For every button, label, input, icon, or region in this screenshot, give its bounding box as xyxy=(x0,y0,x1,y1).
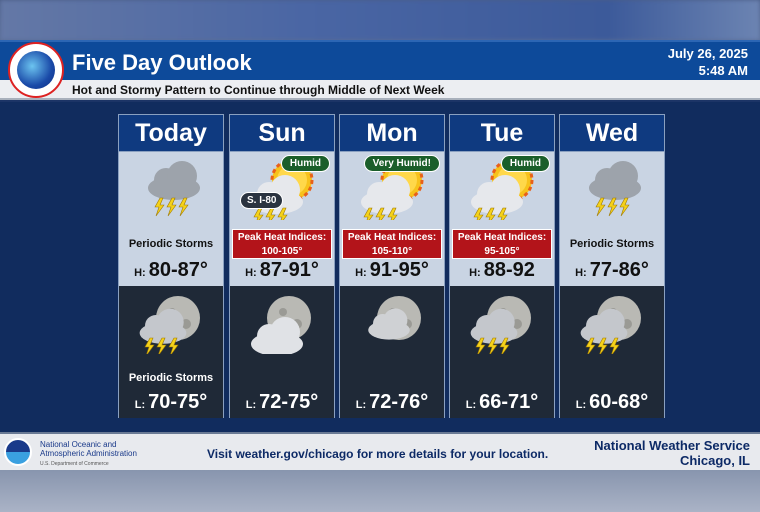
thunderstorm-cloud-icon xyxy=(148,161,200,217)
heat-index-box: Peak Heat Indices: 105-110° xyxy=(342,229,442,259)
low-value: 72-75° xyxy=(259,391,319,413)
issued-date: July 26, 2025 xyxy=(667,46,748,61)
high-value: 91-95° xyxy=(369,259,429,281)
issued-datetime: July 26, 2025 5:48 AM xyxy=(668,45,748,79)
noaa-line3: U.S. Department of Commerce xyxy=(40,461,109,467)
day-name: Sun xyxy=(230,115,334,152)
day-name: Tue xyxy=(450,115,554,152)
nws-logo xyxy=(8,42,64,98)
daytime-section: Humid Peak Heat Indices: 95-105° H: 88-92 xyxy=(450,152,554,286)
night-section: L: 66-71° xyxy=(450,286,554,418)
day-card-wed: Wed Periodic Storms H: 77-86° L: 60-68° xyxy=(559,114,665,418)
low-temp: L: 70-75° xyxy=(119,391,223,414)
day-card-tue: Tue Humid Peak Heat Indices: 95-105° H: 88… xyxy=(449,114,555,418)
humidity-badge: Humid xyxy=(280,155,330,172)
high-temp: H: 80-87° xyxy=(119,259,223,282)
moon-thunderstorm-icon xyxy=(139,296,200,354)
heat-index-label: Peak Heat Indices: xyxy=(237,232,327,243)
low-value: 60-68° xyxy=(589,391,649,413)
moon-thunderstorm-icon xyxy=(580,296,641,354)
high-value: 77-86° xyxy=(589,259,649,281)
heat-index-value: 95-105° xyxy=(484,246,520,257)
low-temp: L: 66-71° xyxy=(450,391,554,414)
low-value: 72-76° xyxy=(369,391,429,413)
high-label: H: xyxy=(134,267,146,279)
thunderstorm-cloud-icon xyxy=(589,161,641,217)
subtitle: Hot and Stormy Pattern to Continue throu… xyxy=(72,83,445,97)
blurred-background-top xyxy=(0,0,760,40)
heat-index-box: Peak Heat Indices: 100-105° xyxy=(232,229,332,259)
low-label: L: xyxy=(245,399,257,411)
day-name: Wed xyxy=(560,115,664,152)
night-section: L: 60-68° xyxy=(560,286,664,418)
low-value: 66-71° xyxy=(479,391,539,413)
subtitle-bar: Hot and Stormy Pattern to Continue throu… xyxy=(0,80,760,100)
heat-index-box: Peak Heat Indices: 95-105° xyxy=(452,229,552,259)
high-temp: H: 91-95° xyxy=(340,259,444,282)
low-temp: L: 60-68° xyxy=(560,391,664,414)
day-card-mon: Mon Very Humid! Peak Heat Indices: 105-11… xyxy=(339,114,445,418)
office-line2: Chicago, IL xyxy=(679,453,750,468)
low-value: 70-75° xyxy=(148,391,208,413)
daytime-section: Very Humid! Peak Heat Indices: 105-110° H… xyxy=(340,152,444,286)
high-temp: H: 87-91° xyxy=(230,259,334,282)
high-temp: H: 88-92 xyxy=(450,259,554,282)
day-card-today: Today Periodic Storms H: 80-87° Periodic … xyxy=(118,114,224,418)
noaa-logo xyxy=(4,438,32,466)
day-condition: Periodic Storms xyxy=(569,238,655,250)
high-temp: H: 77-86° xyxy=(560,259,664,282)
header-bar: Five Day Outlook July 26, 2025 5:48 AM xyxy=(0,40,760,80)
low-temp: L: 72-75° xyxy=(230,391,334,414)
office-name: National Weather Service Chicago, IL xyxy=(594,438,750,468)
noaa-line2: Atmospheric Administration xyxy=(40,449,137,458)
visit-link[interactable]: Visit weather.gov/chicago for more detai… xyxy=(207,447,549,461)
day-name: Today xyxy=(119,115,223,152)
moon-thunderstorm-icon xyxy=(470,296,531,354)
high-label: H: xyxy=(575,267,587,279)
high-label: H: xyxy=(469,267,481,279)
night-section: Periodic Storms L: 70-75° xyxy=(119,286,223,418)
low-label: L: xyxy=(465,399,477,411)
area-note-badge: S. I-80 xyxy=(240,192,284,209)
moon-cloud-icon xyxy=(251,296,311,354)
humidity-badge: Very Humid! xyxy=(363,155,440,172)
blurred-background-bottom xyxy=(0,470,760,512)
low-label: L: xyxy=(575,399,587,411)
heat-index-label: Peak Heat Indices: xyxy=(457,232,547,243)
heat-index-label: Peak Heat Indices: xyxy=(347,232,437,243)
high-value: 87-91° xyxy=(259,259,319,281)
day-card-sun: Sun Humid S. I-80 Peak Heat Indices: 100-… xyxy=(229,114,335,418)
low-temp: L: 72-76° xyxy=(340,391,444,414)
daytime-section: Periodic Storms H: 77-86° xyxy=(560,152,664,286)
high-label: H: xyxy=(245,267,257,279)
noaa-name: National Oceanic and Atmospheric Administ… xyxy=(40,440,137,469)
issued-time: 5:48 AM xyxy=(698,63,748,78)
office-line1: National Weather Service xyxy=(594,438,750,453)
noaa-line1: National Oceanic and xyxy=(40,440,117,449)
low-label: L: xyxy=(355,399,367,411)
night-section: L: 72-75° xyxy=(230,286,334,418)
moon-cloudy-icon xyxy=(368,296,421,340)
night-section: L: 72-76° xyxy=(340,286,444,418)
daytime-section: Humid S. I-80 Peak Heat Indices: 100-105°… xyxy=(230,152,334,286)
high-label: H: xyxy=(355,267,367,279)
high-value: 80-87° xyxy=(148,259,208,281)
page-title: Five Day Outlook xyxy=(72,50,252,75)
low-label: L: xyxy=(134,399,146,411)
heat-index-value: 105-110° xyxy=(371,246,413,257)
night-condition: Periodic Storms xyxy=(128,372,214,384)
high-value: 88-92 xyxy=(483,259,535,281)
day-name: Mon xyxy=(340,115,444,152)
humidity-badge: Humid xyxy=(500,155,550,172)
footer: National Oceanic and Atmospheric Administ… xyxy=(0,432,760,470)
day-condition: Periodic Storms xyxy=(128,238,214,250)
daytime-section: Periodic Storms H: 80-87° xyxy=(119,152,223,286)
heat-index-value: 100-105° xyxy=(261,246,303,257)
